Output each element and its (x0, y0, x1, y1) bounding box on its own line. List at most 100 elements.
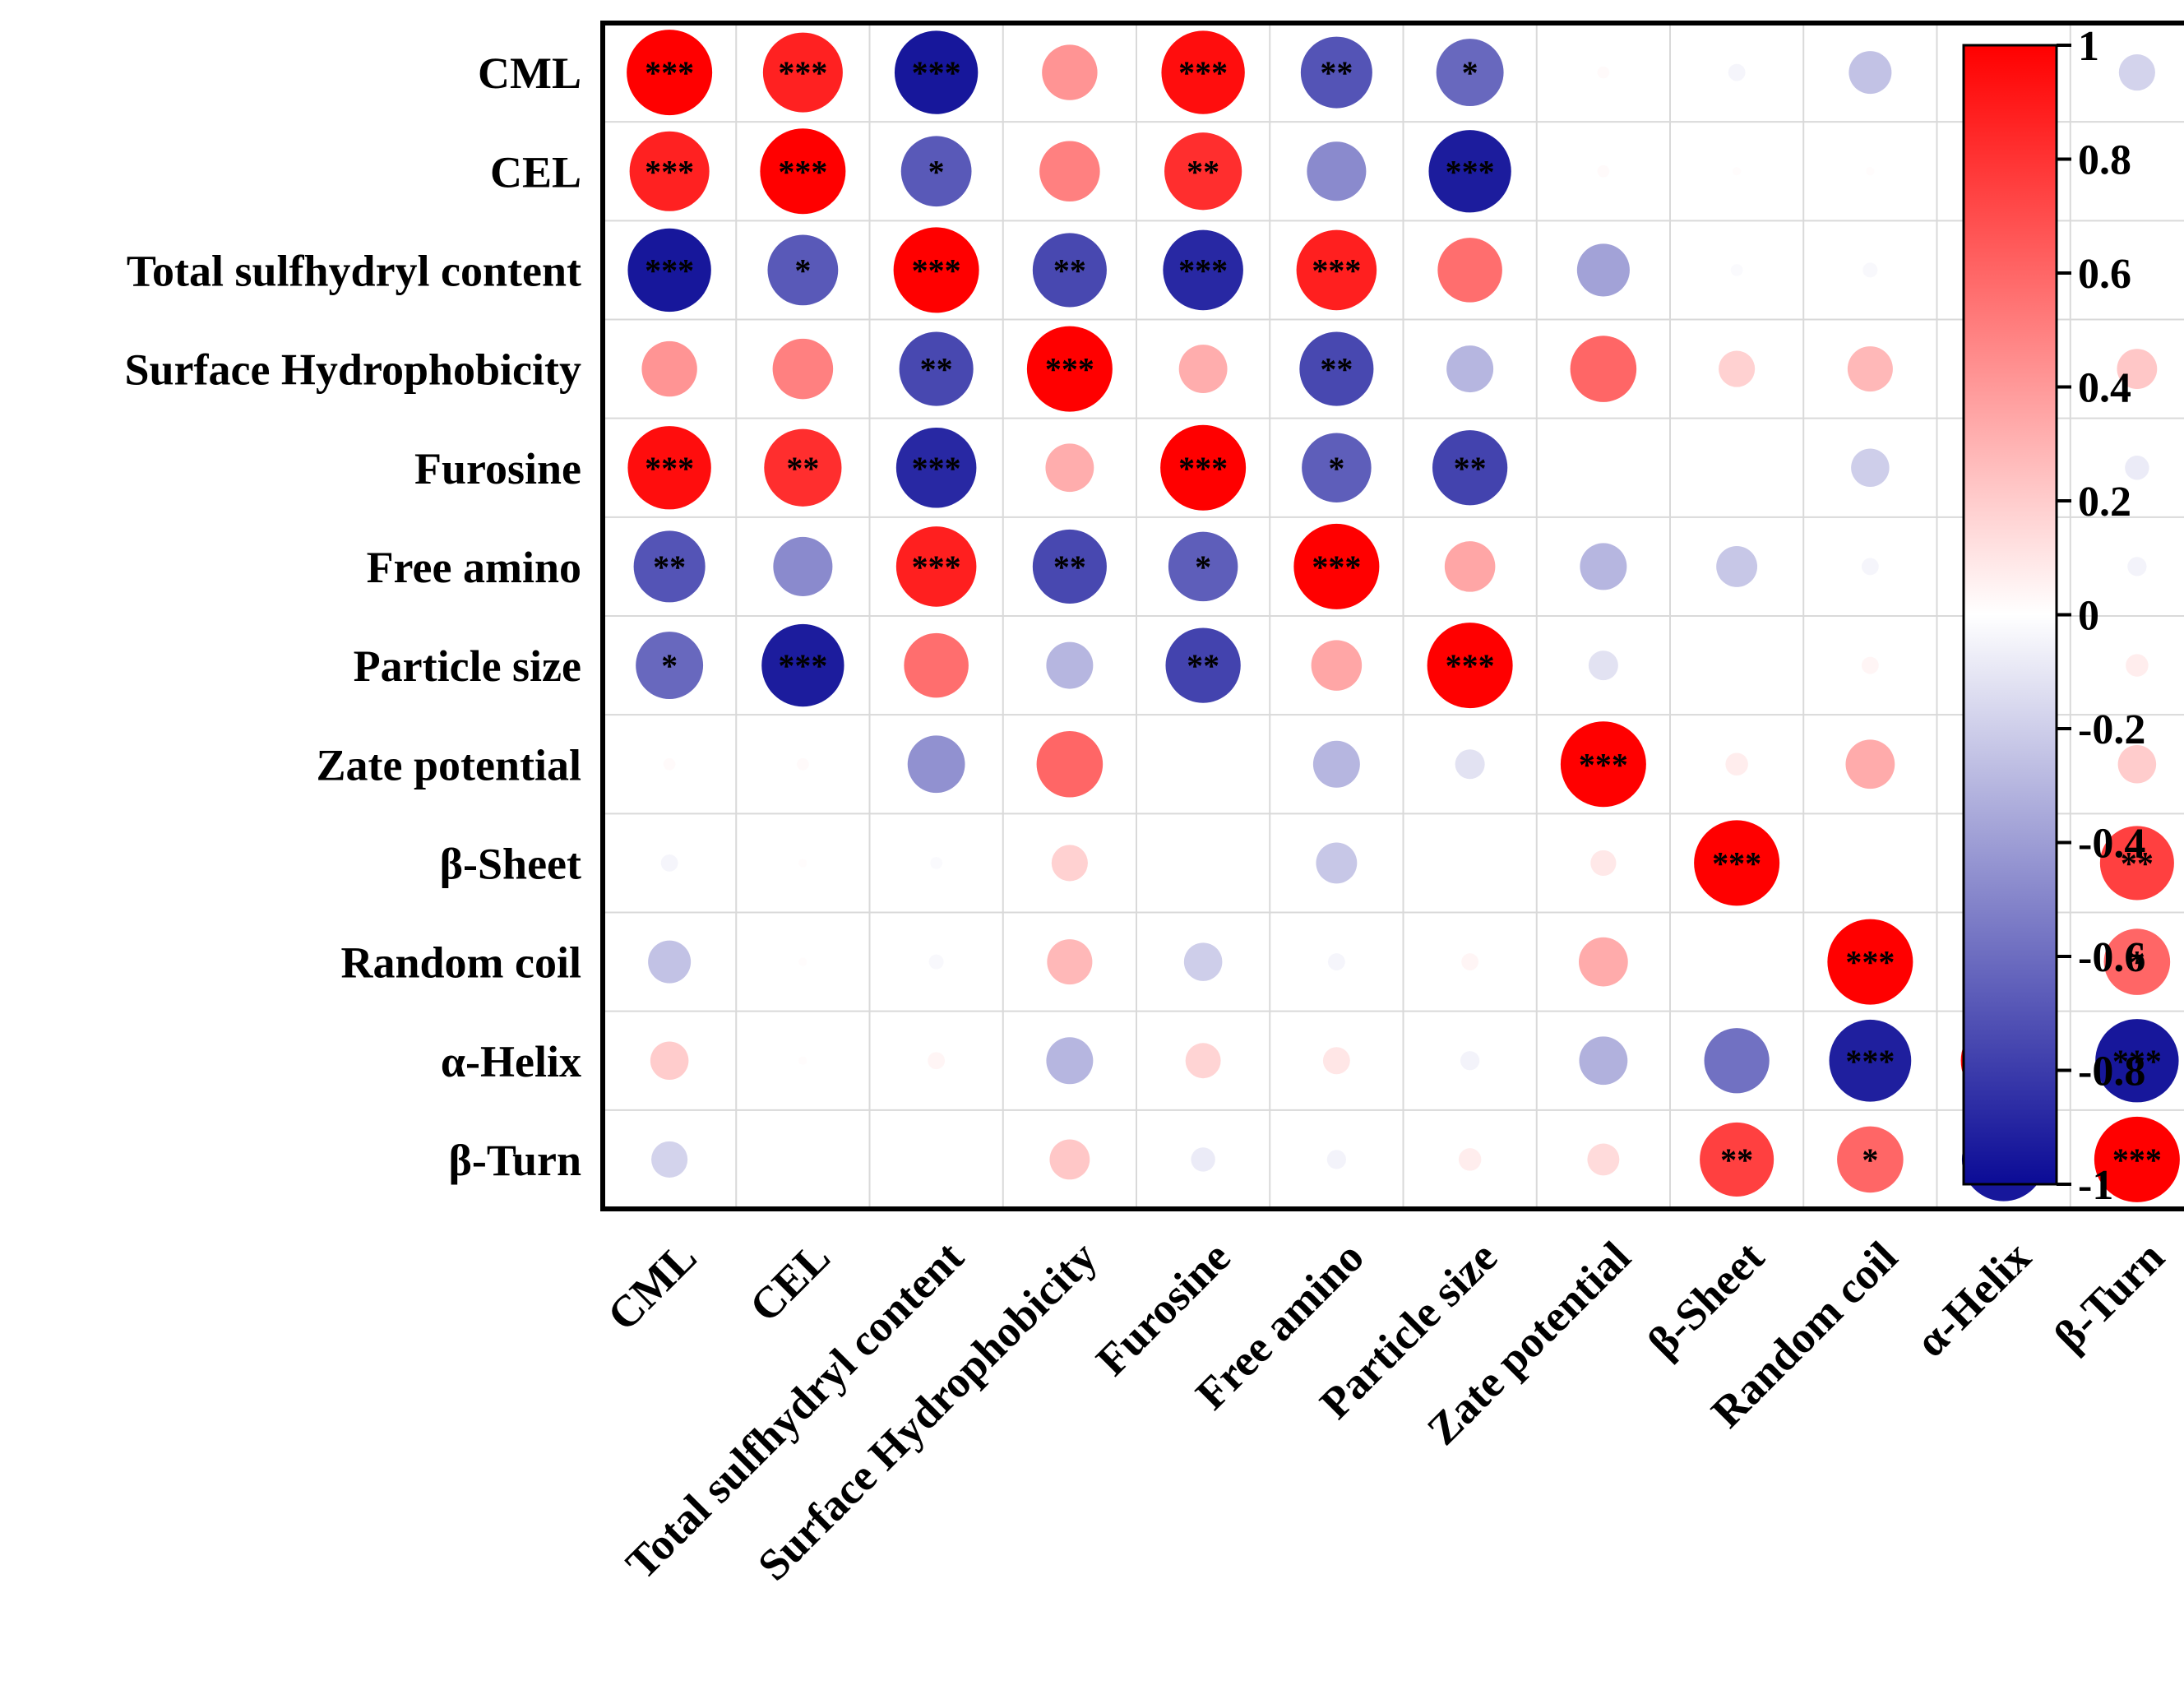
significance-label: ** (1053, 549, 1086, 586)
significance-label: * (1862, 1141, 1878, 1178)
corr-circle-5-0 (633, 530, 706, 603)
corr-circle-11-8 (1700, 1122, 1774, 1197)
corr-circle-8-3 (1051, 845, 1088, 882)
colorbar-tick-label: -0.6 (2078, 934, 2145, 981)
corr-circle-2-1 (767, 234, 839, 306)
corr-circle-6-1 (761, 623, 844, 707)
corr-circle-10-6 (1460, 1051, 1480, 1071)
corr-circle-11-3 (1049, 1139, 1090, 1180)
significance-label: *** (2112, 1141, 2162, 1178)
corr-circle-4-8 (1735, 465, 1739, 470)
corr-circle-7-7 (1560, 721, 1646, 808)
corr-circle-8-2 (930, 857, 942, 869)
significance-label: *** (1312, 252, 1361, 289)
significance-label: * (2129, 944, 2145, 981)
corr-circle-10-1 (798, 1056, 807, 1065)
corr-circle-6-4 (1165, 627, 1241, 703)
corr-circle-3-8 (1719, 350, 1756, 387)
corr-circle-5-8 (1716, 545, 1758, 587)
corr-circle-10-7 (1579, 1036, 1628, 1086)
corr-circle-3-4 (1178, 345, 1228, 393)
corr-circle-11-11 (2094, 1116, 2180, 1202)
corr-circle-4-11 (2125, 456, 2149, 480)
significance-label: ** (653, 549, 686, 586)
y-tick-label: Surface Hydrophobicity (124, 345, 581, 395)
corr-circle-6-7 (1588, 651, 1618, 681)
significance-label: *** (1045, 351, 1094, 388)
corr-circle-3-2 (899, 331, 974, 406)
corr-circle-3-1 (772, 338, 834, 400)
corr-circle-2-3 (1032, 233, 1107, 308)
significance-label: * (661, 647, 678, 684)
significance-label: *** (1579, 746, 1628, 783)
corr-circle-2-6 (1437, 238, 1502, 303)
corr-circle-5-9 (1861, 558, 1879, 576)
y-tick-label: Furosine (414, 444, 581, 493)
corr-circle-3-6 (1446, 345, 1494, 393)
corr-circle-0-4 (1161, 30, 1245, 114)
corr-circle-5-5 (1293, 523, 1380, 609)
corr-circle-9-2 (928, 954, 944, 970)
corr-circle-0-6 (1436, 39, 1504, 107)
corr-circle-1-8 (1732, 167, 1742, 176)
corr-circle-10-9 (1829, 1019, 1912, 1102)
corr-circle-6-9 (1861, 656, 1879, 674)
significance-label: *** (1845, 1043, 1895, 1080)
corr-circle-9-11 (2103, 928, 2171, 995)
corr-circle-5-6 (1444, 541, 1496, 592)
corr-circle-7-3 (1036, 730, 1104, 798)
corr-circle-6-8 (1735, 664, 1739, 668)
significance-label: ** (2121, 845, 2154, 882)
significance-label: * (1328, 450, 1344, 487)
corr-circle-1-4 (1164, 132, 1242, 211)
colorbar-tick-label: 0.6 (2078, 251, 2131, 298)
corr-circle-9-0 (648, 940, 692, 984)
corr-circle-6-5 (1311, 640, 1363, 691)
significance-label: *** (912, 549, 961, 586)
significance-label: *** (778, 54, 827, 91)
significance-label: *** (912, 252, 961, 289)
corr-circle-5-2 (895, 526, 977, 607)
corr-circle-8-6 (1468, 861, 1472, 865)
corr-circle-9-8 (1735, 960, 1739, 964)
colorbar-tick-label: -0.4 (2078, 821, 2145, 868)
corr-circle-0-11 (2118, 54, 2155, 91)
colorbar-tick-label: 0.4 (2078, 365, 2131, 412)
corr-circle-10-5 (1322, 1047, 1350, 1075)
corr-circle-10-4 (1185, 1043, 1221, 1079)
corr-circle-2-5 (1296, 229, 1377, 311)
corr-circle-2-2 (893, 227, 979, 313)
significance-label: * (794, 252, 811, 289)
corr-circle-9-6 (1461, 953, 1479, 970)
significance-label: ** (1053, 252, 1086, 289)
corr-circle-9-1 (798, 957, 807, 966)
corr-circle-8-4 (1201, 861, 1205, 865)
corr-circle-6-6 (1427, 623, 1513, 709)
corr-circle-6-2 (904, 632, 969, 698)
y-tick-label: CML (478, 49, 581, 98)
corr-circle-8-9 (1868, 861, 1872, 865)
corr-circle-0-7 (1597, 66, 1610, 79)
corr-circle-5-11 (2127, 557, 2147, 576)
corr-circle-4-7 (1601, 465, 1605, 470)
corr-circle-9-9 (1827, 919, 1913, 1005)
y-tick-label: Free amino (367, 543, 581, 592)
corr-circle-5-4 (1168, 531, 1238, 602)
x-tick-label: α-Helix (1906, 1232, 2040, 1366)
corr-circle-1-9 (1866, 167, 1875, 176)
significance-label: *** (1178, 54, 1228, 91)
significance-label: *** (1178, 252, 1228, 289)
corr-circle-0-5 (1300, 36, 1372, 109)
corr-circle-8-8 (1694, 820, 1780, 906)
corr-circle-8-1 (798, 859, 807, 868)
significance-label: *** (778, 647, 827, 684)
y-tick-label: β-Turn (448, 1136, 581, 1185)
colorbar-tick-label: 0.2 (2078, 479, 2131, 526)
corr-circle-4-9 (1851, 448, 1890, 488)
significance-label: *** (1446, 647, 1495, 684)
corr-circle-5-7 (1580, 543, 1627, 590)
corr-circle-7-8 (1725, 752, 1748, 776)
corr-circle-7-9 (1845, 739, 1895, 789)
corr-circle-4-3 (1045, 443, 1094, 493)
significance-label: *** (1178, 450, 1228, 487)
